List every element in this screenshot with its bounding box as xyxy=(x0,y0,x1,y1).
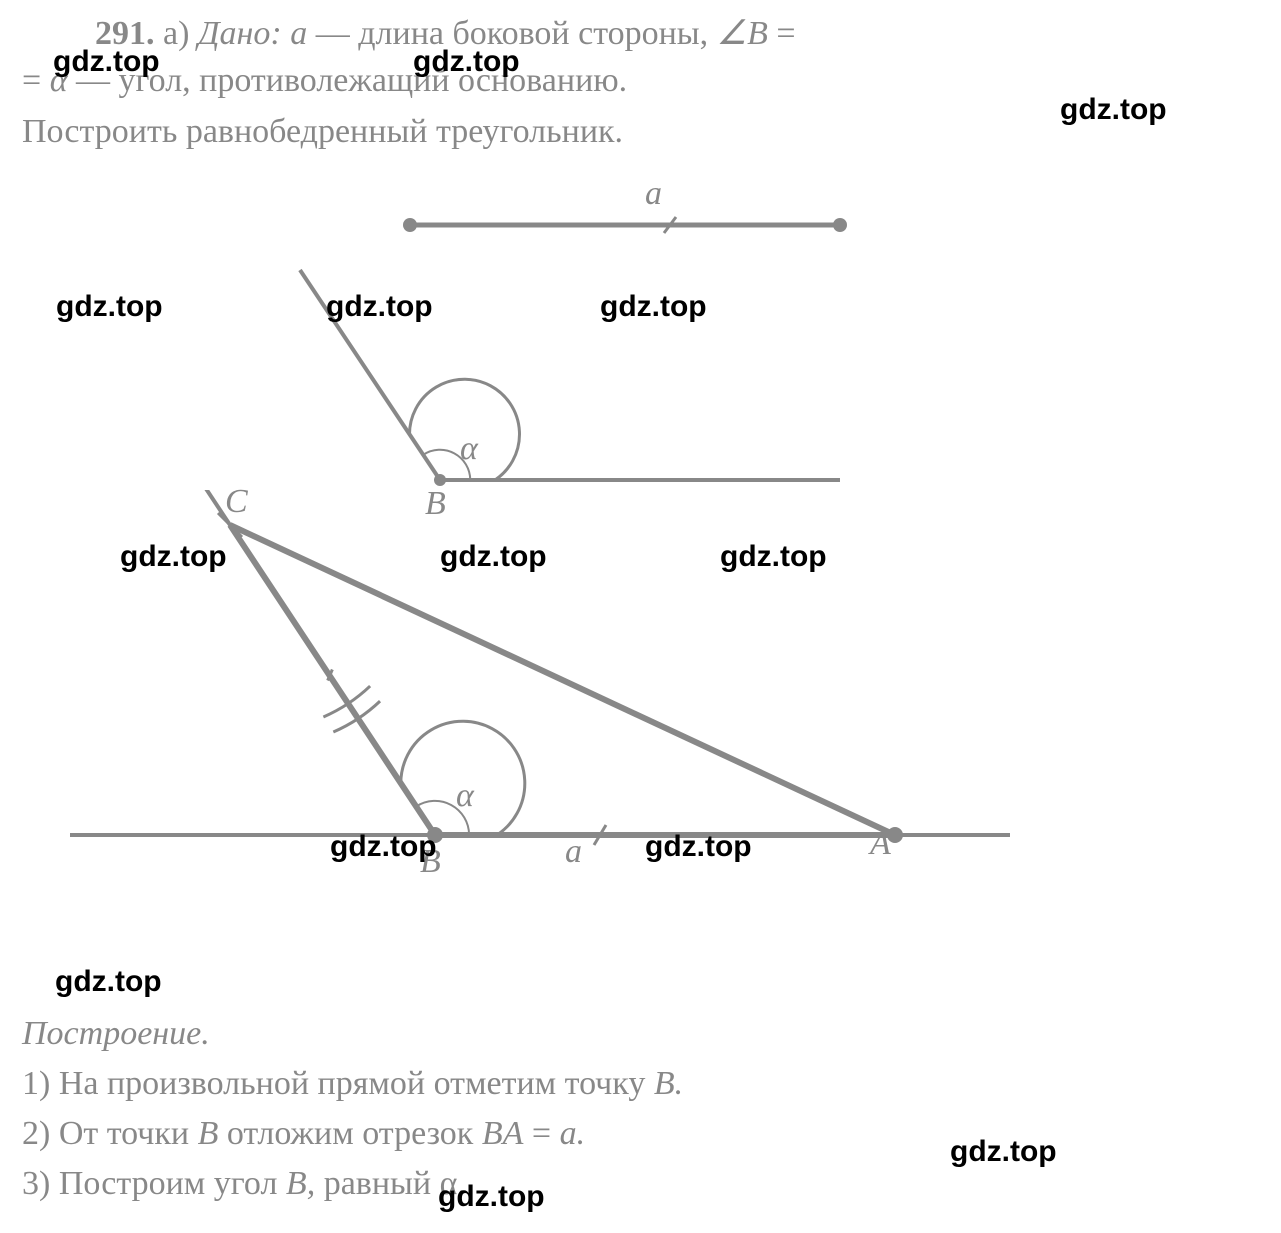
angle-phrase: угол, противолежащий основанию. xyxy=(119,62,628,99)
var-a: a xyxy=(290,15,307,52)
dash1: — xyxy=(316,15,350,52)
given-word: Дано: xyxy=(198,15,282,52)
equals2: = xyxy=(22,62,41,99)
angle-diagram xyxy=(220,255,870,515)
watermark-text: gdz.top xyxy=(120,540,227,574)
watermark-text: gdz.top xyxy=(440,540,547,574)
angle-B: ∠B xyxy=(717,15,768,52)
watermark-text: gdz.top xyxy=(950,1135,1057,1169)
watermark-text: gdz.top xyxy=(645,830,752,864)
step3: 3) Построим угол B, равный α. xyxy=(22,1160,466,1208)
label-C-tri: C xyxy=(225,483,248,521)
label-a-top: a xyxy=(645,175,662,213)
watermark-text: gdz.top xyxy=(55,965,162,999)
watermark-text: gdz.top xyxy=(600,290,707,324)
watermark-text: gdz.top xyxy=(56,290,163,324)
construction-heading: Построение. xyxy=(22,1010,210,1058)
segment-a-diagram xyxy=(400,210,850,240)
watermark-text: gdz.top xyxy=(330,830,437,864)
side-phrase: длина боковой стороны, xyxy=(358,15,708,52)
part-a: а) xyxy=(163,15,189,52)
label-a-tri: a xyxy=(565,833,582,871)
watermark-text: gdz.top xyxy=(326,290,433,324)
watermark-text: gdz.top xyxy=(53,45,160,79)
label-A-tri: A xyxy=(870,825,891,863)
construct: Построить равнобедренный треугольник. xyxy=(22,113,623,150)
watermark-text: gdz.top xyxy=(720,540,827,574)
watermark-text: gdz.top xyxy=(413,45,520,79)
equals1: = xyxy=(776,15,795,52)
label-alpha-tri: α xyxy=(456,777,474,815)
label-alpha-mid: α xyxy=(460,430,478,468)
step2: 2) От точки B отложим отрезок BA = a. xyxy=(22,1110,585,1158)
watermark-text: gdz.top xyxy=(1060,93,1167,127)
step1: 1) На произвольной прямой отметим точку … xyxy=(22,1060,683,1108)
watermark-text: gdz.top xyxy=(438,1180,545,1214)
line3: Построить равнобедренный треугольник. xyxy=(22,108,623,156)
